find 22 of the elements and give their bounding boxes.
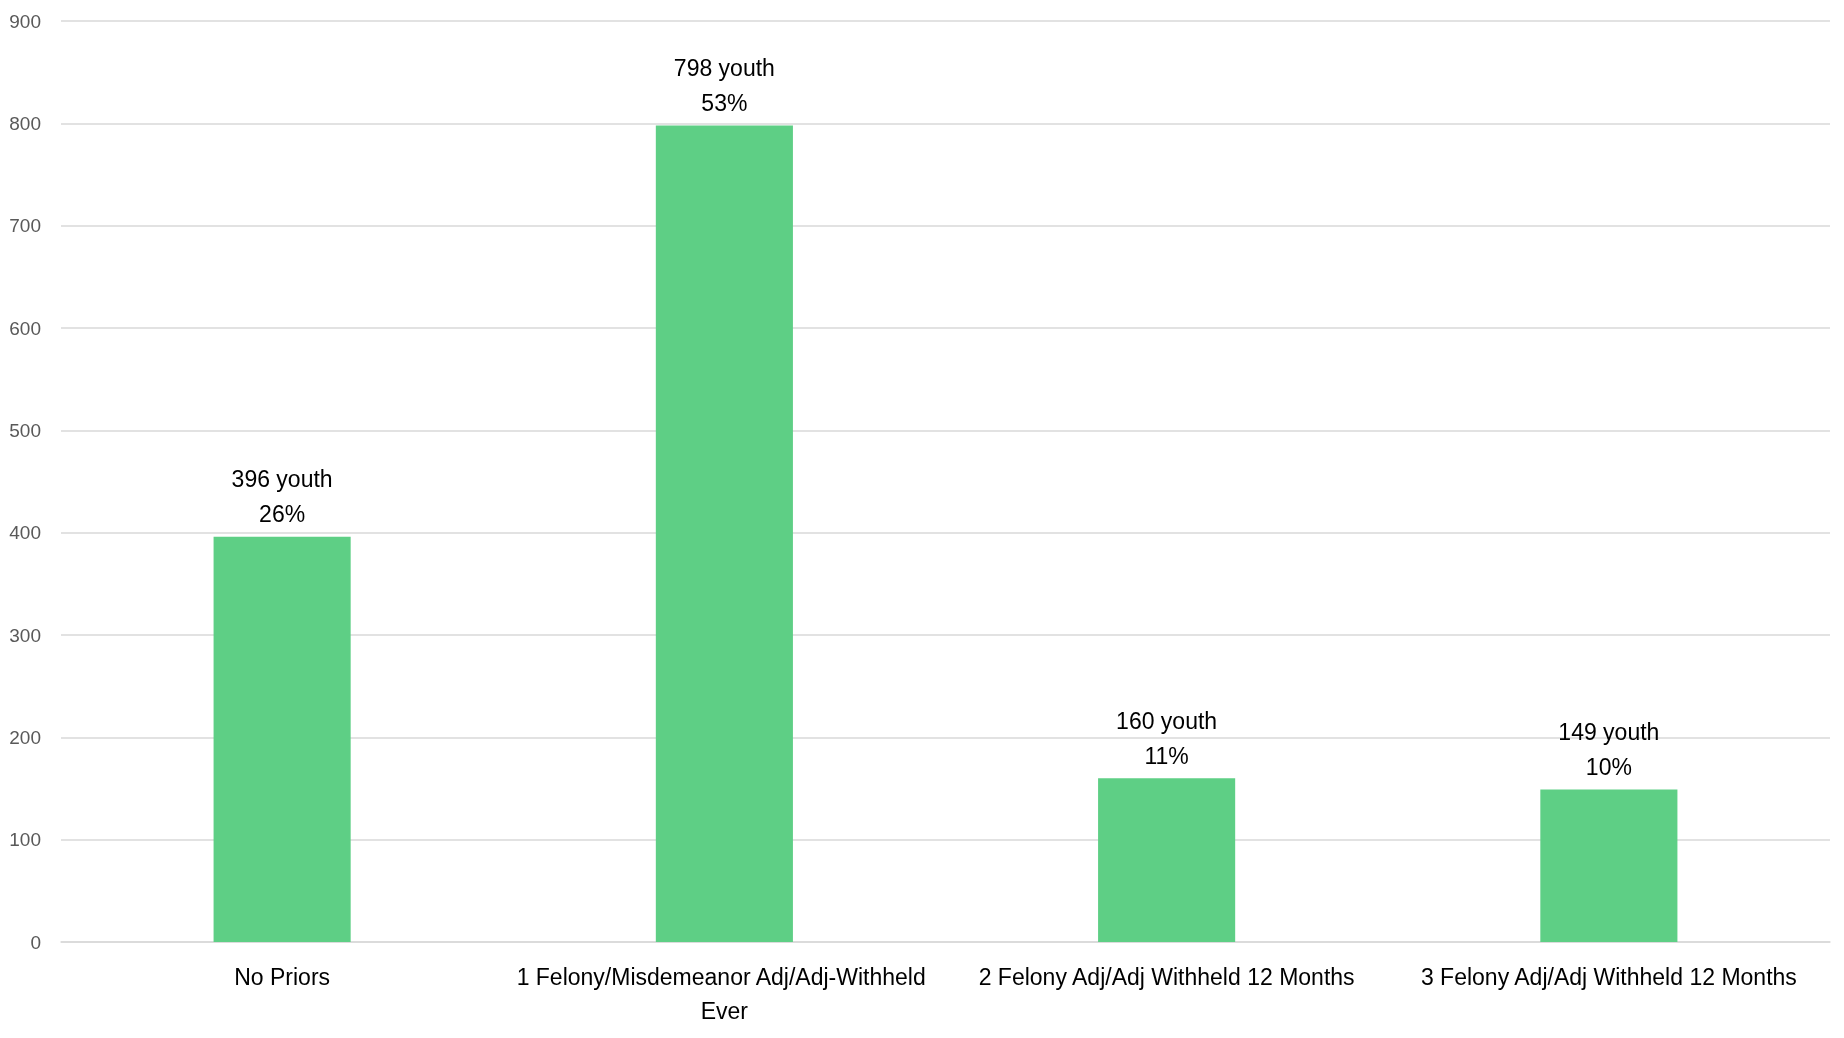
data-label: 160 youth 11% bbox=[1116, 707, 1218, 769]
y-tick-label: 0 bbox=[30, 931, 41, 953]
x-tick-label: 2 Felony Adj/Adj Withheld 12 Months bbox=[978, 964, 1355, 990]
y-tick-label: 900 bbox=[9, 10, 41, 32]
bar bbox=[213, 536, 351, 942]
data-label: 798 youth 53% bbox=[673, 54, 775, 116]
x-tick-label: 3 Felony Adj/Adj Withheld 12 Months bbox=[1420, 964, 1797, 990]
y-tick-label: 200 bbox=[9, 726, 41, 748]
y-tick-label: 700 bbox=[9, 215, 41, 237]
bar bbox=[1098, 778, 1236, 942]
data-label: 396 youth 26% bbox=[231, 466, 333, 528]
y-tick-label: 400 bbox=[9, 522, 41, 544]
y-tick-label: 600 bbox=[9, 317, 41, 339]
y-tick-label: 800 bbox=[9, 112, 41, 134]
bar bbox=[1540, 789, 1678, 942]
y-tick-label: 100 bbox=[9, 829, 41, 851]
x-tick-label: 1 Felony/Misdemeanor Adj/Adj-Withheld Ever bbox=[516, 964, 933, 1024]
x-tick-label: No Priors bbox=[234, 964, 331, 990]
data-label: 149 youth 10% bbox=[1558, 719, 1660, 781]
y-tick-label: 300 bbox=[9, 624, 41, 646]
bar bbox=[655, 125, 793, 942]
y-tick-label: 500 bbox=[9, 419, 41, 441]
